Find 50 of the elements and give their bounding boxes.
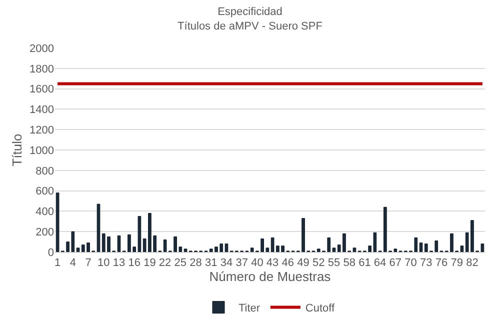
x-tick-label: 49 [297, 257, 310, 270]
y-tick-label: 1000 [30, 144, 54, 157]
chart-subtitle: Títulos de aMPV - Suero SPF [178, 20, 323, 32]
x-tick-label: 31 [205, 257, 218, 270]
chart-title: Especificidad [218, 6, 282, 18]
x-tick-label: 16 [128, 257, 140, 270]
y-tick-label: 1400 [30, 104, 54, 116]
y-tick-label: 2000 [30, 42, 54, 55]
y-tick-label: 1800 [30, 63, 54, 76]
y-tick-label: 1200 [30, 124, 54, 136]
x-tick-label: 64 [374, 257, 386, 270]
y-tick-label: 1600 [30, 84, 54, 96]
x-tick-label: 61 [358, 257, 371, 270]
legend-label: Cutoff [305, 302, 336, 315]
bar [96, 204, 100, 252]
x-tick-label: 58 [343, 257, 356, 270]
x-tick-label: 37 [236, 257, 248, 270]
x-tick-label: 40 [251, 257, 264, 270]
x-tick-label: 55 [328, 257, 340, 270]
y-axis-title: Título [9, 134, 24, 166]
x-tick-label: 4 [70, 257, 76, 270]
x-axis-title: Número de Muestras [209, 269, 332, 284]
y-tick-label: 400 [36, 206, 54, 218]
x-tick-label: 43 [266, 257, 279, 270]
x-tick-label: 76 [435, 257, 448, 270]
x-tick-label: 28 [190, 257, 202, 270]
x-tick-label: 79 [450, 257, 463, 270]
bar [332, 248, 336, 252]
x-tick-label: 70 [404, 257, 417, 270]
x-tick-label: 13 [112, 257, 126, 270]
x-tick-label: 67 [389, 257, 402, 270]
x-tick-label: 34 [220, 257, 233, 270]
y-tick-label: 0 [48, 246, 54, 259]
x-tick-label: 82 [466, 257, 478, 270]
bar [224, 244, 228, 252]
x-tick-label: 22 [158, 257, 172, 270]
x-tick-label: 46 [282, 257, 294, 270]
y-tick-label: 600 [36, 186, 54, 198]
x-tick-label: 25 [174, 257, 187, 270]
x-tick-label: 19 [144, 257, 156, 270]
bar [419, 242, 423, 252]
y-tick-label: 800 [36, 165, 54, 178]
x-tick-label: 52 [312, 257, 325, 270]
x-tick-label: 1 [54, 257, 61, 270]
bar [117, 235, 121, 252]
legend-label: Titer [238, 302, 260, 315]
x-tick-label: 7 [85, 257, 92, 270]
x-tick-label: 73 [420, 257, 432, 270]
y-tick-label: 200 [36, 226, 54, 238]
x-tick-label: 10 [98, 257, 110, 270]
